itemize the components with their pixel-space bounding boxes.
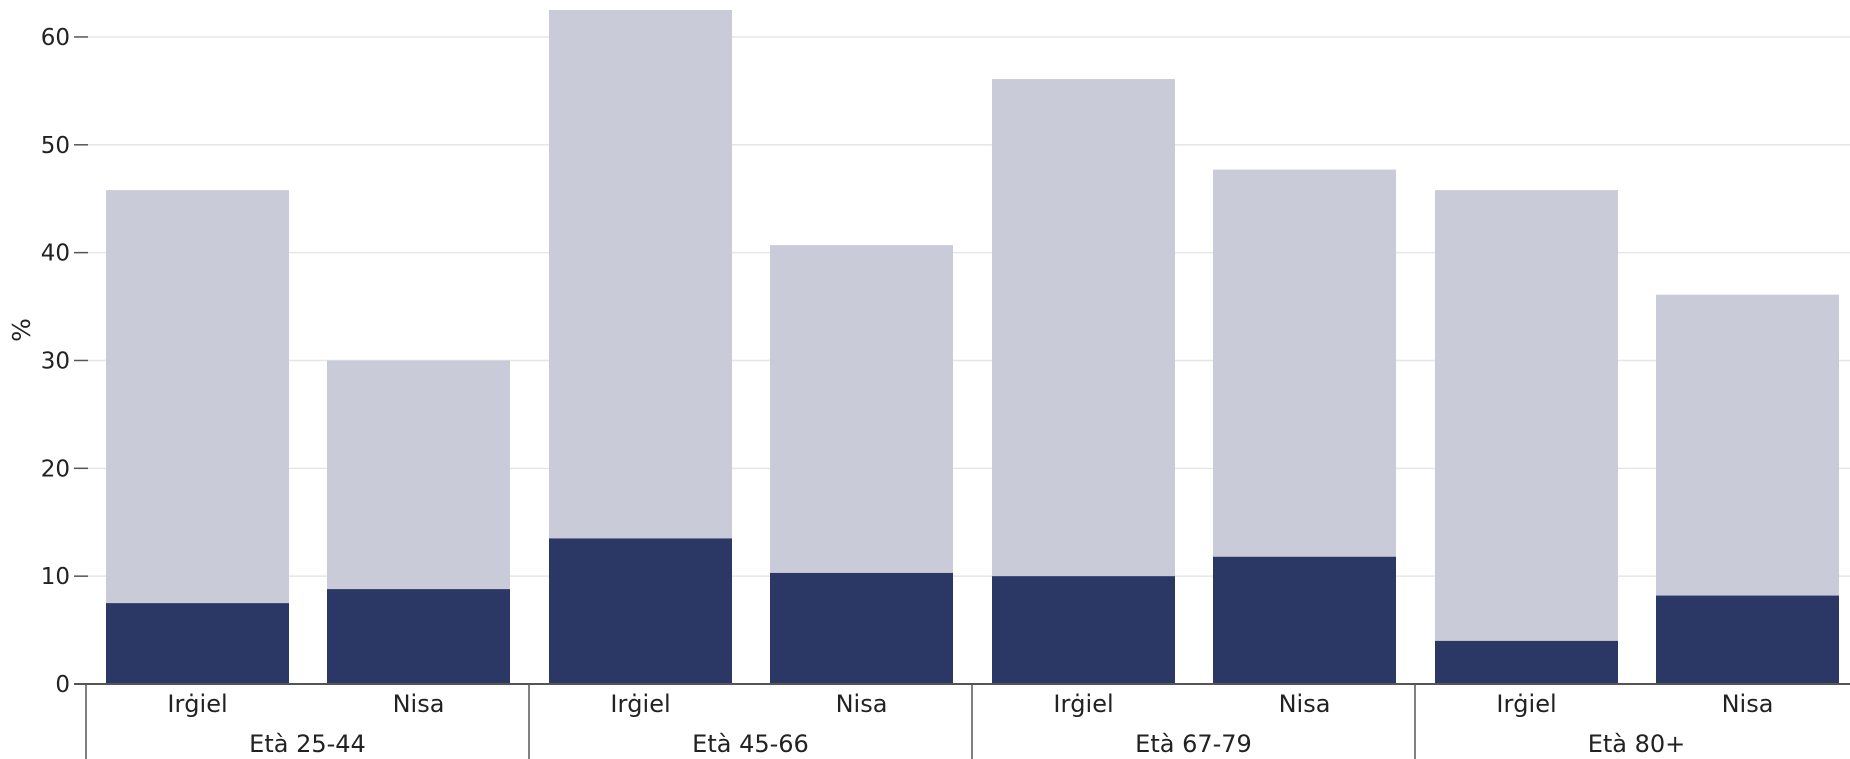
labels: 0 10 20 30 40 50 60 Irġiel Nisa Età 25-44 Irġiel Ni… bbox=[41, 25, 1774, 758]
y-tick-label: 30 bbox=[41, 348, 70, 374]
y-tick-label: 20 bbox=[41, 456, 70, 482]
bar-upper-segment bbox=[992, 79, 1175, 577]
y-tick-label: 10 bbox=[41, 564, 70, 590]
bar-lower-segment bbox=[992, 576, 1175, 684]
bar-category-label: Nisa bbox=[836, 690, 888, 718]
axes bbox=[74, 36, 1850, 759]
bar-category-label: Nisa bbox=[1722, 690, 1774, 718]
bar-category-label: Irġiel bbox=[610, 690, 670, 718]
y-axis-title: % bbox=[7, 318, 36, 342]
bar-upper-segment bbox=[1656, 294, 1839, 596]
bar-lower-segment bbox=[1435, 640, 1618, 684]
bar-lower-segment bbox=[327, 589, 510, 684]
bar-upper-segment bbox=[549, 10, 732, 539]
y-tick-label: 60 bbox=[41, 25, 70, 51]
group-label: Età 80+ bbox=[1588, 730, 1686, 758]
bar-lower-segment bbox=[106, 603, 289, 684]
bar-upper-segment bbox=[106, 190, 289, 604]
group-label: Età 25-44 bbox=[249, 730, 366, 758]
bar-category-label: Nisa bbox=[393, 690, 445, 718]
bar-upper-segment bbox=[327, 360, 510, 590]
bar-category-label: Nisa bbox=[1279, 690, 1331, 718]
y-tick-label: 40 bbox=[41, 241, 70, 267]
y-tick-label: 50 bbox=[41, 133, 70, 159]
bar-category-label: Irġiel bbox=[167, 690, 227, 718]
group-label: Età 45-66 bbox=[692, 730, 809, 758]
bar-upper-segment bbox=[1435, 190, 1618, 641]
bar-upper-segment bbox=[770, 245, 953, 573]
bar-lower-segment bbox=[1656, 595, 1839, 684]
bar-lower-segment bbox=[549, 538, 732, 684]
bar-lower-segment bbox=[770, 572, 953, 684]
group-label: Età 67-79 bbox=[1135, 730, 1252, 758]
bar-category-label: Irġiel bbox=[1053, 690, 1113, 718]
y-tick-label: 0 bbox=[55, 672, 70, 698]
bar-lower-segment bbox=[1213, 556, 1396, 684]
bar-category-label: Irġiel bbox=[1496, 690, 1556, 718]
bar-upper-segment bbox=[1213, 169, 1396, 557]
bars bbox=[106, 10, 1839, 684]
